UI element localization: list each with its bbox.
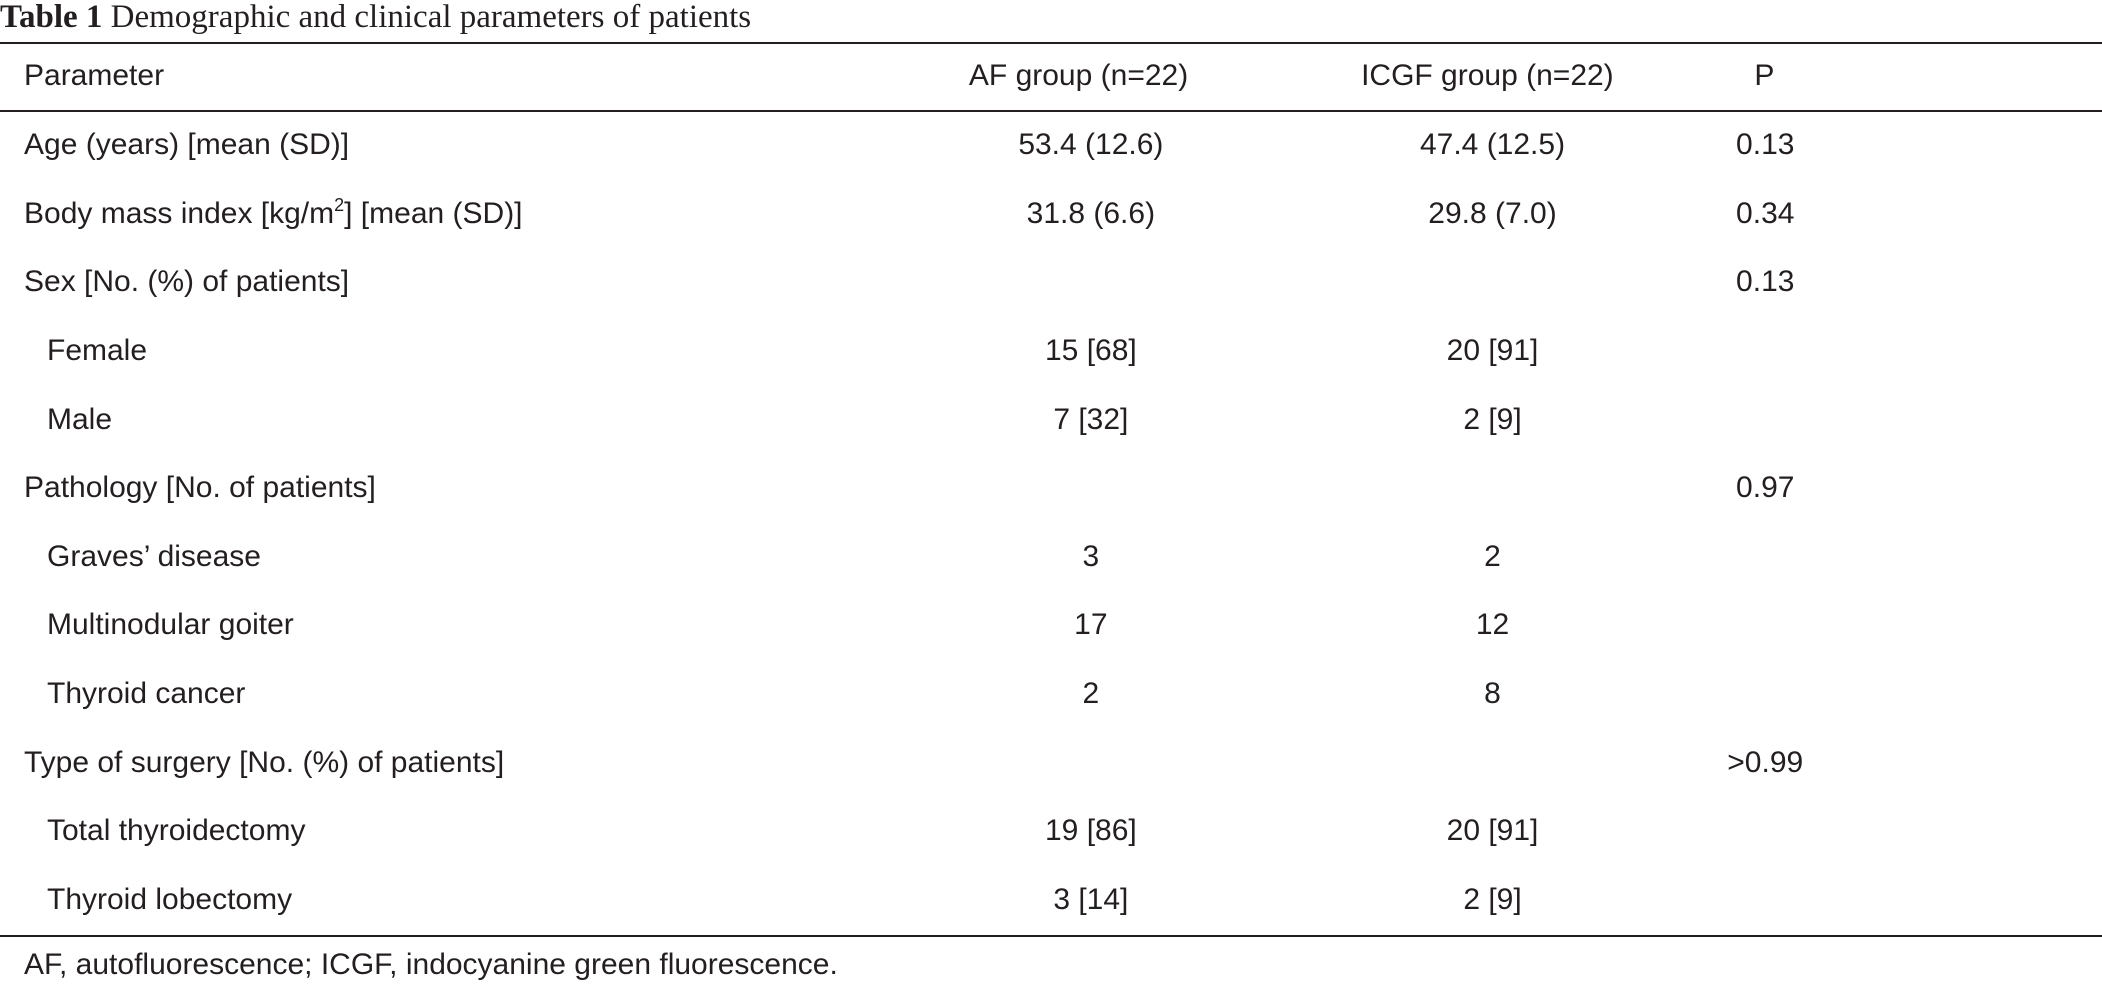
row-p-value: [1689, 317, 2102, 386]
row-icgf-value: 29.8 (7.0): [1428, 196, 1557, 230]
row-af-value: 53.4 (12.6): [1018, 128, 1164, 162]
table-row: Female 15 [68] 20 [91]: [0, 317, 2102, 386]
row-af-value: [885, 248, 1296, 317]
row-icgf-value: [1297, 454, 1689, 523]
row-af-value: 7 [32]: [1053, 402, 1129, 436]
row-icgf-value: 47.4 (12.5): [1419, 128, 1566, 162]
row-parameter: Multinodular goiter: [47, 608, 294, 642]
row-parameter: Thyroid lobectomy: [47, 882, 293, 916]
row-parameter: Pathology [No. of patients]: [24, 471, 376, 505]
row-parameter: Age (years) [mean (SD)]: [24, 128, 350, 162]
table-row: Thyroid cancer 2 8: [0, 660, 2102, 729]
demographics-table-body: Age (years) [mean (SD)] 53.4 (12.6) 47.4…: [0, 111, 2102, 934]
row-p-value: [1689, 385, 2102, 454]
row-parameter: Male: [47, 402, 113, 436]
header-rule: [0, 110, 2102, 112]
row-p-value: 0.97: [1736, 471, 1795, 505]
table-caption-label: Table 1: [0, 0, 103, 35]
table-row: Body mass index [kg/m2] [mean (SD)] 31.8…: [0, 180, 2102, 249]
table-row: Graves’ disease 3 2: [0, 523, 2102, 592]
row-icgf-value: 2 [9]: [1463, 882, 1522, 916]
row-af-value: 15 [68]: [1044, 334, 1137, 368]
row-parameter-text-suffix: ] [mean (SD)]: [344, 196, 523, 230]
table-row: Type of surgery [No. (%) of patients] >0…: [0, 728, 2102, 797]
table-row: Age (years) [mean (SD)] 53.4 (12.6) 47.4…: [0, 111, 2102, 180]
row-icgf-value: 2 [9]: [1463, 402, 1522, 436]
row-p-value: 0.13: [1736, 128, 1795, 162]
row-af-value: 3: [1082, 539, 1100, 573]
bottom-rule: [0, 935, 2102, 937]
row-af-value: 3 [14]: [1053, 882, 1129, 916]
table-row: Thyroid lobectomy 3 [14] 2 [9]: [0, 866, 2102, 935]
row-icgf-value: 2: [1484, 539, 1501, 573]
row-p-value: >0.99: [1727, 745, 1804, 779]
top-rule: [0, 42, 2102, 44]
header-icgf-group: ICGF group (n=22): [1361, 59, 1614, 92]
row-parameter: Body mass index [kg/m2] [mean (SD)]: [0, 180, 885, 249]
table-row: Male 7 [32] 2 [9]: [0, 385, 2102, 454]
row-af-value: 31.8 (6.6): [1026, 196, 1156, 230]
row-parameter: Sex [No. (%) of patients]: [24, 265, 350, 299]
demographics-table: Parameter AF group (n=22) ICGF group (n=…: [0, 43, 2102, 109]
table-caption: Table 1 Demographic and clinical paramet…: [0, 0, 751, 40]
row-af-value: [885, 454, 1296, 523]
row-af-value: 2: [1082, 677, 1100, 711]
row-p-value: [1689, 660, 2102, 729]
row-icgf-value: 12: [1475, 608, 1510, 642]
row-parameter-text: Body mass index [kg/m: [24, 196, 335, 230]
row-p-value: 0.34: [1736, 196, 1795, 230]
row-af-value: 17: [1074, 608, 1108, 642]
row-parameter: Total thyroidectomy: [47, 814, 306, 848]
header-parameter: Parameter: [24, 59, 165, 92]
table-row: Total thyroidectomy 19 [86] 20 [91]: [0, 797, 2102, 866]
row-icgf-value: [1297, 248, 1689, 317]
row-parameter: Thyroid cancer: [47, 677, 246, 711]
row-p-value: [1689, 866, 2102, 935]
row-parameter: Female: [47, 334, 148, 368]
table-caption-text: Demographic and clinical parameters of p…: [110, 0, 752, 35]
row-p-value: 0.13: [1736, 265, 1795, 299]
row-parameter: Graves’ disease: [47, 539, 261, 573]
row-icgf-value: [1297, 728, 1689, 797]
table-row: Sex [No. (%) of patients] 0.13: [0, 248, 2102, 317]
row-icgf-value: 20 [91]: [1446, 814, 1539, 848]
table-row: Multinodular goiter 17 12: [0, 591, 2102, 660]
row-icgf-value: 8: [1484, 677, 1501, 711]
row-icgf-value: 20 [91]: [1446, 334, 1539, 368]
row-parameter: Type of surgery [No. (%) of patients]: [24, 745, 505, 779]
superscript: 2: [334, 194, 345, 215]
row-p-value: [1689, 591, 2102, 660]
header-af-group: AF group (n=22): [968, 59, 1189, 92]
row-af-value: [885, 728, 1296, 797]
table-row: Pathology [No. of patients] 0.97: [0, 454, 2102, 523]
table-footnote: AF, autofluorescence; ICGF, indocyanine …: [24, 948, 838, 981]
row-p-value: [1689, 523, 2102, 592]
row-af-value: 19 [86]: [1044, 814, 1137, 848]
row-p-value: [1689, 797, 2102, 866]
header-p: P: [1754, 59, 1775, 92]
header-row: Parameter AF group (n=22) ICGF group (n=…: [0, 43, 2102, 109]
